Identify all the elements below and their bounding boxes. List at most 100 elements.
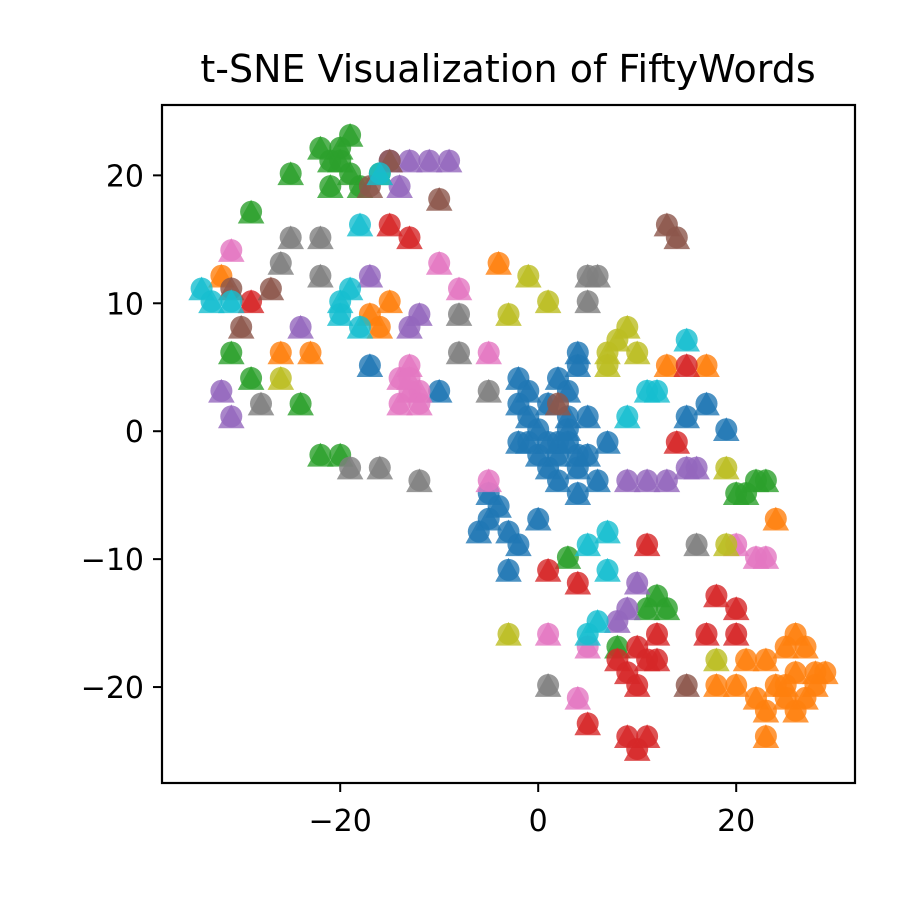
data-point-circle <box>556 546 579 569</box>
data-point-circle <box>537 558 560 581</box>
y-tick-label: −20 <box>81 671 144 706</box>
data-point-circle <box>626 674 649 697</box>
data-point-circle <box>804 674 827 697</box>
data-point-circle <box>408 469 431 492</box>
data-point-circle <box>576 443 599 466</box>
data-point-circle <box>388 175 411 198</box>
data-point-circle <box>566 571 589 594</box>
data-point-circle <box>745 686 767 709</box>
data-point-circle <box>240 290 263 313</box>
data-point-circle <box>754 648 777 671</box>
data-point-circle <box>339 456 362 479</box>
data-point-circle <box>507 392 530 415</box>
data-point-circle <box>764 507 787 530</box>
data-point-circle <box>596 520 619 543</box>
data-point-circle <box>705 648 728 671</box>
data-point-circle <box>309 264 332 287</box>
x-axis-ticks: −20 0 20 <box>309 783 755 839</box>
data-point-circle <box>547 392 569 415</box>
data-point-circle <box>319 175 342 198</box>
data-point-circle <box>655 597 678 620</box>
data-point-circle <box>695 622 718 645</box>
data-point-circle <box>616 405 639 428</box>
data-point-circle <box>616 597 639 620</box>
data-point-circle <box>487 251 510 274</box>
data-point-circle <box>200 290 223 313</box>
data-point-circle <box>289 392 312 415</box>
plot-frame <box>160 103 857 785</box>
data-point-circle <box>289 315 312 338</box>
data-point-circle <box>636 533 659 556</box>
x-tick-label: 0 <box>529 804 548 839</box>
data-point-circle <box>418 149 441 172</box>
data-point-circle <box>448 303 470 326</box>
data-point-circle <box>784 699 807 722</box>
data-point-circle <box>339 123 362 146</box>
data-point-circle <box>507 533 530 556</box>
data-point-circle <box>398 226 421 249</box>
data-point-circle <box>477 379 500 402</box>
data-point-circle <box>665 431 688 453</box>
data-point-circle <box>240 367 263 390</box>
data-point-circle <box>626 738 649 761</box>
data-point-circle <box>517 431 540 453</box>
data-point-circle <box>448 341 470 364</box>
data-point-circle <box>586 264 609 287</box>
data-point-circle <box>408 392 431 415</box>
data-point-circle <box>220 405 243 428</box>
data-point-circle <box>497 622 520 645</box>
data-point-circle <box>220 239 243 262</box>
data-point-circle <box>735 648 758 671</box>
data-point-circle <box>695 392 718 415</box>
data-point-circle <box>398 149 421 172</box>
scatter-points <box>188 122 839 761</box>
data-point-circle <box>349 213 371 236</box>
data-point-circle <box>329 303 352 326</box>
y-tick-label: 10 <box>106 287 144 322</box>
data-point-circle <box>339 277 362 300</box>
data-point-circle <box>566 482 589 505</box>
data-point-circle <box>646 648 668 671</box>
data-point-circle <box>537 622 560 645</box>
y-tick-label: −10 <box>81 543 144 578</box>
y-tick-label: 0 <box>125 415 144 450</box>
data-point-circle <box>685 533 708 556</box>
data-point-circle <box>220 341 243 364</box>
data-point-circle <box>754 725 777 748</box>
data-point-circle <box>378 290 401 313</box>
data-point-circle <box>358 264 381 287</box>
data-point-circle <box>566 686 589 709</box>
data-point-circle <box>556 431 579 453</box>
data-point-circle <box>715 456 738 479</box>
data-point-circle <box>576 405 599 428</box>
data-point-circle <box>725 622 748 645</box>
data-point-circle <box>576 533 599 556</box>
data-point-circle <box>576 622 599 645</box>
data-point-circle <box>220 290 243 313</box>
data-point-circle <box>438 149 461 172</box>
data-point-circle <box>279 162 302 185</box>
data-point-circle <box>279 226 302 249</box>
y-axis-ticks: −20 −10 0 10 20 <box>81 159 162 706</box>
data-point-circle <box>794 635 817 658</box>
data-point-circle <box>576 290 599 313</box>
data-point-circle <box>368 315 391 338</box>
data-point-circle <box>428 379 451 402</box>
data-point-circle <box>497 303 520 326</box>
data-point-circle <box>675 328 698 351</box>
data-point-circle <box>467 520 490 543</box>
data-point-circle <box>537 431 560 453</box>
data-point-circle <box>596 354 619 377</box>
data-point-circle <box>576 712 599 735</box>
data-point-circle <box>547 367 569 390</box>
data-point-circle <box>398 367 421 390</box>
chart-title: t-SNE Visualization of FiftyWords <box>200 47 815 91</box>
data-point-circle <box>517 264 540 287</box>
data-point-circle <box>537 290 560 313</box>
data-point-circle <box>269 251 292 274</box>
data-point-circle <box>349 315 371 338</box>
data-point-circle <box>596 558 619 581</box>
data-point-circle <box>497 558 520 581</box>
data-point-circle <box>646 622 668 645</box>
